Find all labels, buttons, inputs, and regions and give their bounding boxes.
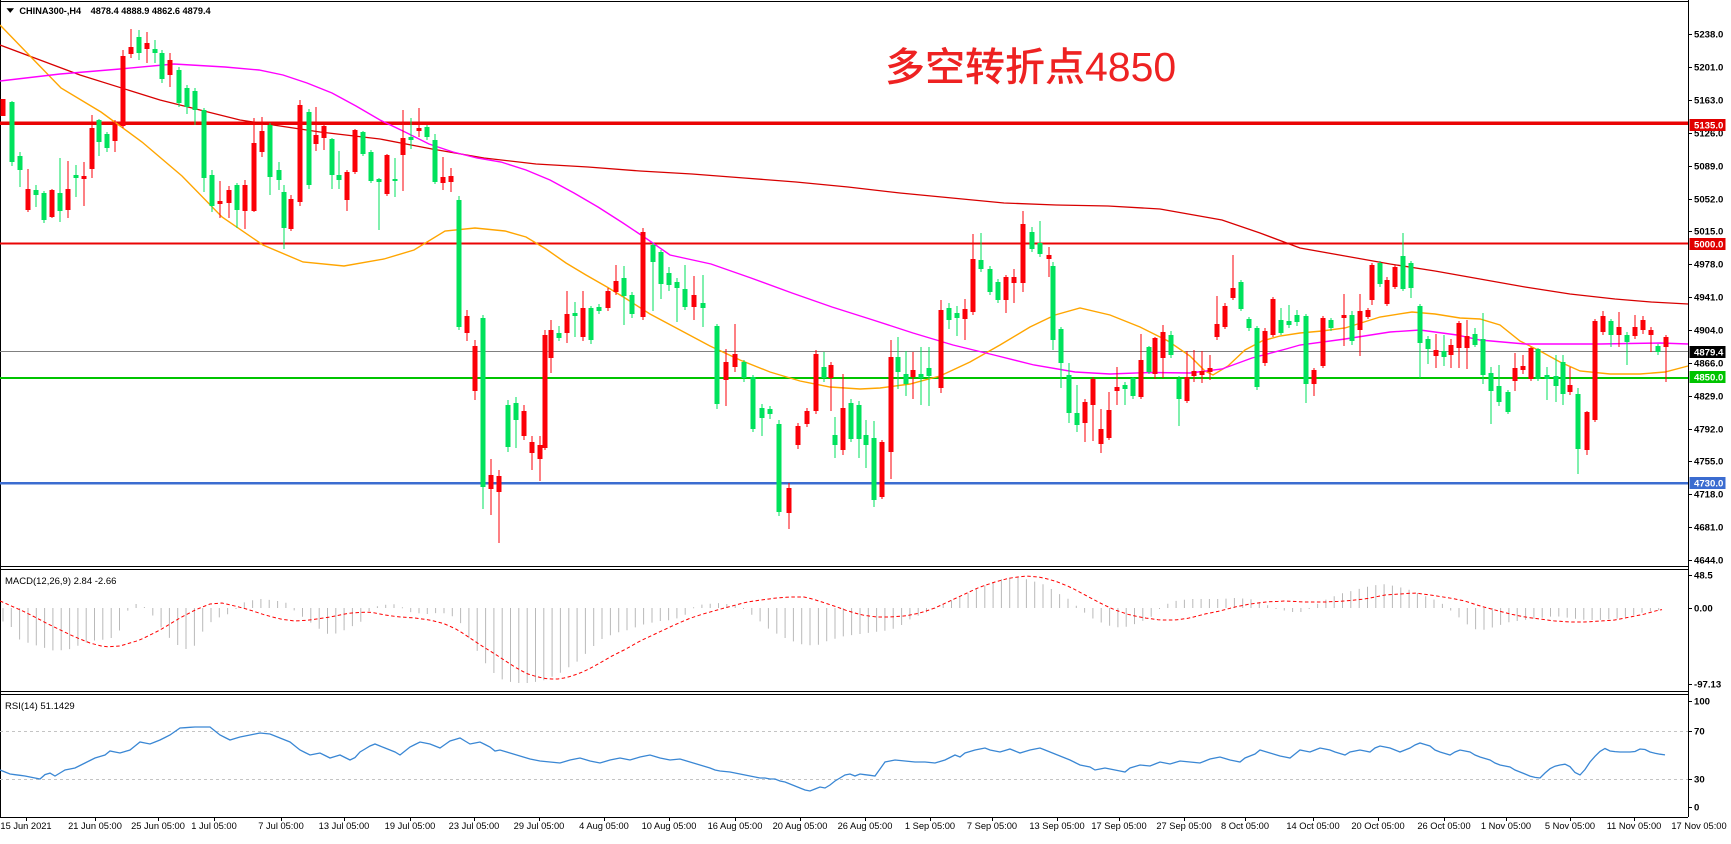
svg-text:5126.0: 5126.0 xyxy=(1694,129,1723,140)
svg-text:4978.0: 4978.0 xyxy=(1694,260,1723,271)
svg-text:8 Oct 05:00: 8 Oct 05:00 xyxy=(1221,821,1269,831)
svg-text:20 Oct 05:00: 20 Oct 05:00 xyxy=(1351,821,1404,831)
svg-text:5163.0: 5163.0 xyxy=(1694,96,1723,107)
svg-text:23 Jul 05:00: 23 Jul 05:00 xyxy=(449,821,500,831)
svg-text:5201.0: 5201.0 xyxy=(1694,63,1723,74)
svg-text:70: 70 xyxy=(1694,727,1705,738)
svg-text:4681.0: 4681.0 xyxy=(1694,523,1723,534)
svg-text:17 Nov 05:00: 17 Nov 05:00 xyxy=(1671,821,1726,831)
svg-text:5052.0: 5052.0 xyxy=(1694,195,1723,206)
svg-text:4755.0: 4755.0 xyxy=(1694,457,1723,468)
svg-text:4866.0: 4866.0 xyxy=(1694,359,1723,370)
svg-text:17 Sep 05:00: 17 Sep 05:00 xyxy=(1091,821,1146,831)
svg-text:4644.0: 4644.0 xyxy=(1694,556,1723,567)
svg-text:11 Nov 05:00: 11 Nov 05:00 xyxy=(1607,821,1662,831)
svg-text:26 Oct 05:00: 26 Oct 05:00 xyxy=(1417,821,1470,831)
svg-text:CHINA300-,H4: CHINA300-,H4 xyxy=(19,6,82,16)
svg-text:10 Aug 05:00: 10 Aug 05:00 xyxy=(642,821,697,831)
svg-text:4850: 4850 xyxy=(1085,44,1176,90)
svg-text:0.00: 0.00 xyxy=(1694,604,1713,615)
svg-text:100: 100 xyxy=(1694,697,1710,708)
svg-text:5015.0: 5015.0 xyxy=(1694,227,1723,238)
svg-text:29 Jul 05:00: 29 Jul 05:00 xyxy=(514,821,565,831)
svg-text:19 Jul 05:00: 19 Jul 05:00 xyxy=(385,821,436,831)
svg-text:-97.13: -97.13 xyxy=(1694,680,1721,691)
svg-text:RSI(14) 51.1429: RSI(14) 51.1429 xyxy=(5,701,75,712)
svg-text:15 Jun 2021: 15 Jun 2021 xyxy=(0,821,51,831)
svg-text:4879.4: 4879.4 xyxy=(1694,348,1724,359)
svg-text:4 Aug 05:00: 4 Aug 05:00 xyxy=(579,821,629,831)
svg-text:21 Jun 05:00: 21 Jun 05:00 xyxy=(68,821,122,831)
svg-text:20 Aug 05:00: 20 Aug 05:00 xyxy=(773,821,828,831)
svg-text:5238.0: 5238.0 xyxy=(1694,30,1723,41)
svg-text:4829.0: 4829.0 xyxy=(1694,392,1723,403)
svg-text:16 Aug 05:00: 16 Aug 05:00 xyxy=(708,821,763,831)
svg-text:4941.0: 4941.0 xyxy=(1694,293,1723,304)
svg-text:4850.0: 4850.0 xyxy=(1694,373,1723,384)
svg-text:4904.0: 4904.0 xyxy=(1694,326,1723,337)
svg-text:4878.4 4888.9 4862.6 4879.4: 4878.4 4888.9 4862.6 4879.4 xyxy=(91,6,212,16)
svg-text:14 Oct 05:00: 14 Oct 05:00 xyxy=(1286,821,1339,831)
svg-text:5135.0: 5135.0 xyxy=(1694,121,1723,132)
svg-text:1 Nov 05:00: 1 Nov 05:00 xyxy=(1481,821,1531,831)
svg-text:4792.0: 4792.0 xyxy=(1694,425,1723,436)
svg-text:13 Sep 05:00: 13 Sep 05:00 xyxy=(1029,821,1084,831)
svg-text:1 Sep 05:00: 1 Sep 05:00 xyxy=(905,821,955,831)
svg-text:5089.0: 5089.0 xyxy=(1694,162,1723,173)
svg-text:4718.0: 4718.0 xyxy=(1694,490,1723,501)
svg-text:4730.0: 4730.0 xyxy=(1694,479,1723,490)
svg-text:MACD(12,26,9) 2.84 -2.66: MACD(12,26,9) 2.84 -2.66 xyxy=(5,576,116,587)
svg-text:30: 30 xyxy=(1694,775,1705,786)
svg-text:48.5: 48.5 xyxy=(1694,571,1713,582)
svg-text:7 Jul 05:00: 7 Jul 05:00 xyxy=(258,821,304,831)
svg-text:5 Nov 05:00: 5 Nov 05:00 xyxy=(1545,821,1595,831)
svg-text:25 Jun 05:00: 25 Jun 05:00 xyxy=(131,821,185,831)
svg-text:26 Aug 05:00: 26 Aug 05:00 xyxy=(838,821,893,831)
svg-text:7 Sep 05:00: 7 Sep 05:00 xyxy=(967,821,1017,831)
svg-text:27 Sep 05:00: 27 Sep 05:00 xyxy=(1156,821,1211,831)
svg-text:1 Jul 05:00: 1 Jul 05:00 xyxy=(191,821,237,831)
svg-text:0: 0 xyxy=(1694,803,1699,814)
svg-text:5000.0: 5000.0 xyxy=(1694,240,1723,251)
svg-text:13 Jul 05:00: 13 Jul 05:00 xyxy=(319,821,370,831)
